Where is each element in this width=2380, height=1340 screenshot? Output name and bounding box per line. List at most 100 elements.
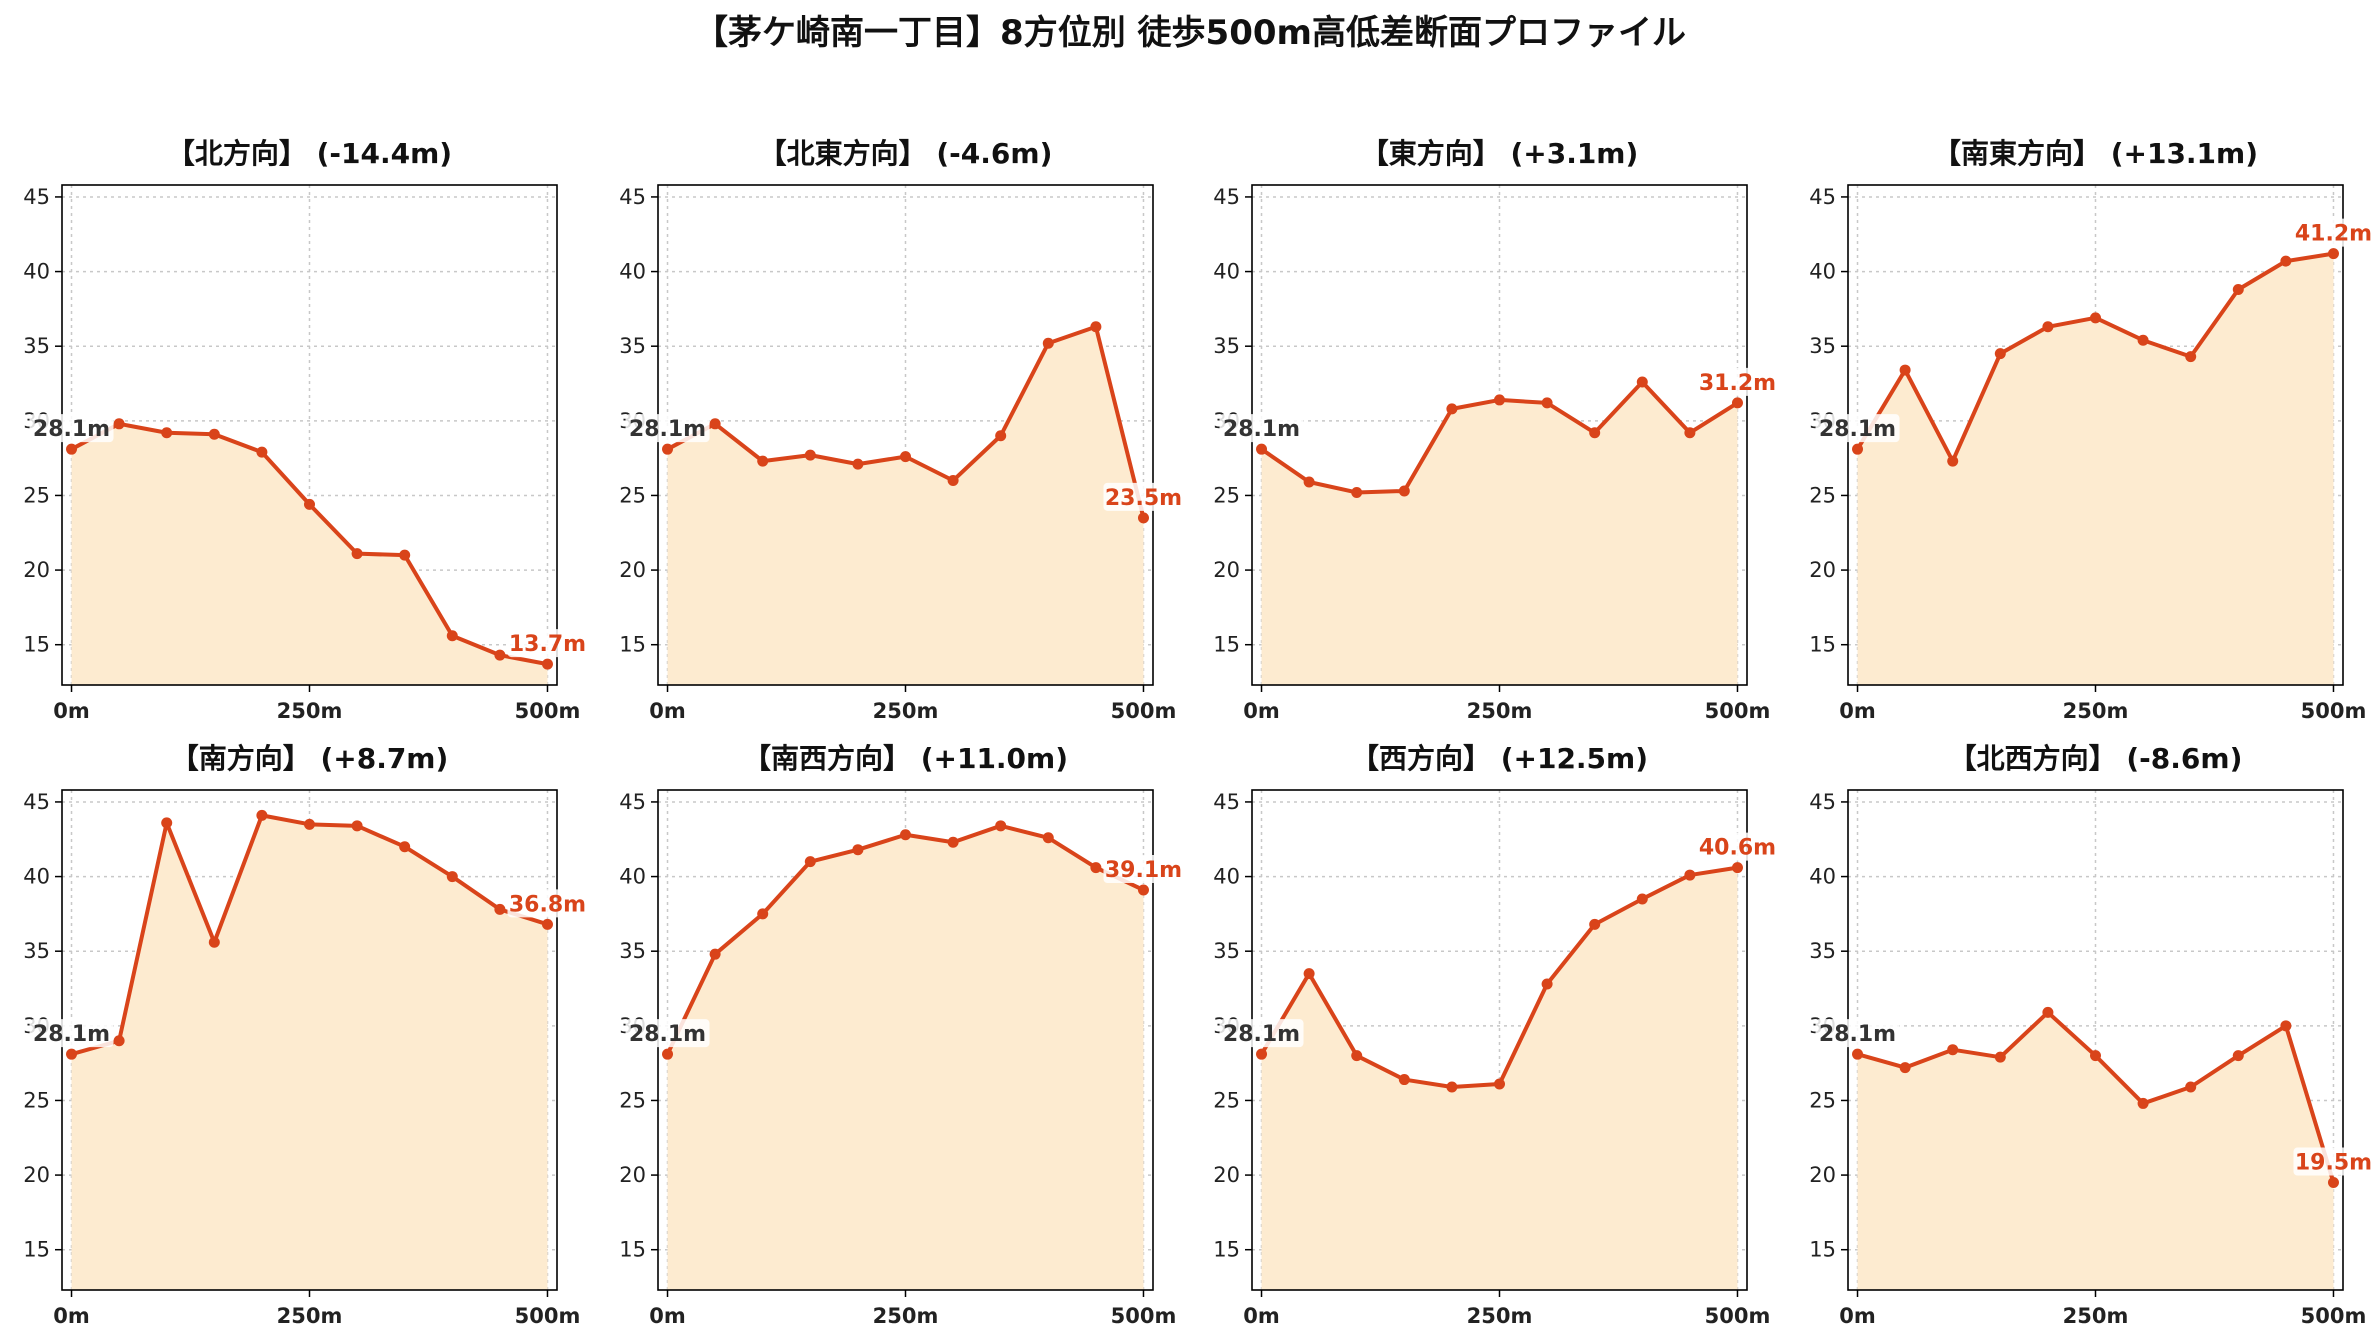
start-label-bg [1815,414,1900,443]
x-tick-label: 0m [649,699,686,723]
y-tick-label: 40 [619,865,646,889]
y-tick-label: 15 [619,633,646,657]
end-label-bg [507,629,588,658]
data-point [1042,337,1054,349]
end-label-bg [1103,482,1184,511]
data-point [351,820,363,832]
end-label: 36.8m [509,892,586,917]
data-point [208,428,220,440]
data-point [757,455,769,467]
y-tick-label: 35 [619,939,646,963]
start-label-bg [625,1019,710,1048]
data-point [1137,884,1149,896]
y-tick-label: 20 [1213,558,1240,582]
y-tick-label: 40 [1809,260,1836,284]
start-label-bg [1815,1019,1900,1048]
data-point [2327,1177,2339,1189]
data-point [399,549,411,561]
data-point [541,918,553,930]
figure-title: 【茅ケ崎南一丁目】8方位別 徒歩500m高低差断面プロファイル [694,13,1686,53]
data-point [1994,348,2006,360]
y-tick-label: 20 [1809,558,1836,582]
data-point [494,903,506,915]
x-tick-label: 0m [1839,699,1876,723]
data-point [351,548,363,560]
data-point [947,836,959,848]
y-tick-label: 40 [23,865,50,889]
y-tick-label: 35 [619,334,646,358]
data-point [1256,443,1268,455]
y-tick-label: 15 [1809,1238,1836,1262]
y-tick-label: 35 [23,334,50,358]
data-point [1731,862,1743,874]
x-tick-label: 500m [2301,1304,2367,1328]
data-point [1256,1048,1268,1060]
y-tick-label: 25 [619,483,646,507]
data-point [1494,1078,1505,1090]
start-label-bg [1219,414,1304,443]
data-point [1090,321,1102,333]
y-tick-label: 35 [23,939,50,963]
chart-title: 【北方向】 (-14.4m) [167,137,452,170]
data-point [1398,485,1410,497]
y-tick-label: 15 [619,1238,646,1262]
data-point [2185,1081,2197,1093]
start-label: 28.1m [1223,1022,1300,1047]
y-tick-label: 40 [619,260,646,284]
x-tick-label: 500m [2301,699,2367,723]
y-tick-label: 15 [23,1238,50,1262]
data-point [709,418,721,430]
end-label-bg [2293,218,2374,247]
y-tick-label: 15 [23,633,50,657]
data-point [995,820,1007,832]
data-point [804,449,816,461]
y-tick-label: 20 [1213,1163,1240,1187]
data-point [208,936,220,948]
panels: 【北方向】 (-14.4m)152025303540450m250m500m28… [23,137,2374,1328]
end-label-bg [1697,367,1778,396]
data-point [900,829,911,841]
end-label-bg [1697,832,1778,861]
start-label: 28.1m [33,417,110,442]
y-tick-label: 40 [1809,865,1836,889]
data-point [1541,397,1553,409]
data-point [1398,1074,1410,1086]
y-tick-label: 15 [1809,633,1836,657]
x-tick-label: 0m [1243,699,1280,723]
data-point [1446,1081,1458,1093]
data-point [1589,918,1601,930]
area-fill [1857,1012,2334,1290]
y-tick-label: 45 [1809,185,1836,209]
chart-panel-1: 【北東方向】 (-4.6m)152025303540450m250m500m28… [619,137,1184,723]
data-point [709,948,721,960]
data-point [304,498,315,510]
y-tick-label: 20 [619,558,646,582]
y-tick-label: 25 [1213,483,1240,507]
y-tick-label: 25 [23,1088,50,1112]
start-label: 28.1m [1223,417,1300,442]
area-fill [1857,253,2334,685]
data-point [161,817,173,829]
chart-panel-0: 【北方向】 (-14.4m)152025303540450m250m500m28… [23,137,588,723]
data-point [1731,397,1743,409]
data-point [1852,1048,1864,1060]
end-label: 31.2m [1699,371,1776,396]
x-tick-label: 250m [277,699,343,723]
data-point [2185,351,2197,363]
chart-title: 【南方向】 (+8.7m) [171,742,449,775]
end-label: 19.5m [2295,1151,2372,1176]
x-tick-label: 0m [53,699,90,723]
x-tick-label: 250m [873,1304,939,1328]
chart-panel-6: 【西方向】 (+12.5m)152025303540450m250m500m28… [1213,742,1778,1328]
data-point [1947,1044,1959,1056]
chart-panel-3: 【南東方向】 (+13.1m)152025303540450m250m500m2… [1809,137,2374,723]
data-point [2042,321,2054,333]
data-point [1137,512,1149,524]
data-point [1852,443,1864,455]
data-point [947,475,959,487]
x-tick-label: 500m [515,699,581,723]
y-tick-label: 40 [23,260,50,284]
data-point [1899,364,1911,376]
y-tick-label: 35 [1213,334,1240,358]
data-point [2280,1020,2292,1032]
